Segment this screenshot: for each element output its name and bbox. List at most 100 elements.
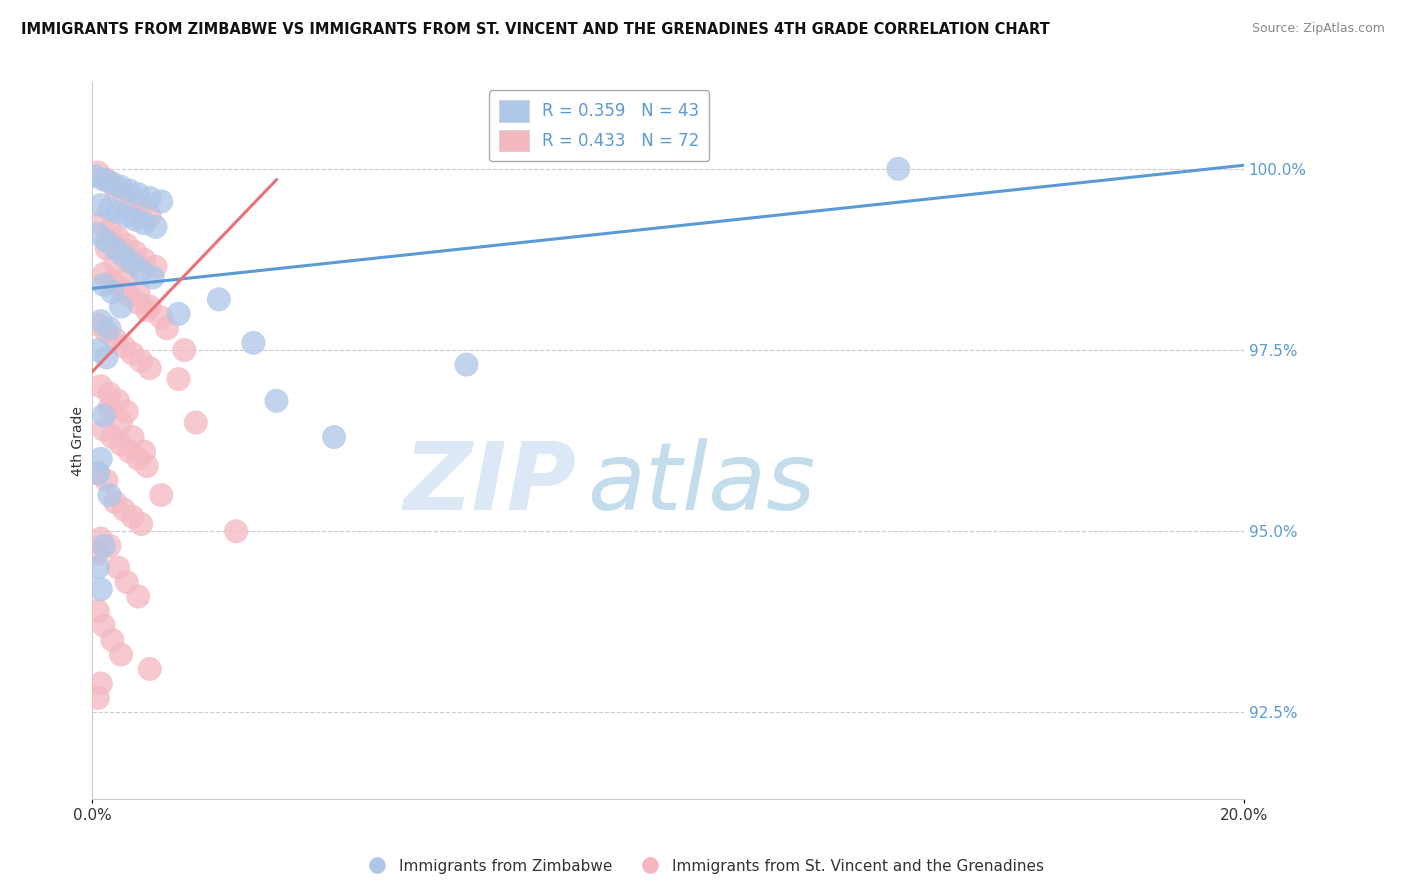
Point [127, 285, 149, 299]
Text: ZIP: ZIP [404, 438, 576, 530]
Point [115, 238, 138, 252]
Point [96, 325, 118, 339]
Point [139, 361, 162, 376]
Point [127, 187, 149, 202]
Point [96, 235, 118, 249]
Point [93, 277, 115, 292]
Point [115, 270, 138, 285]
Point [135, 303, 157, 318]
Point [110, 437, 132, 451]
Point [87, 318, 110, 332]
Point [208, 293, 231, 307]
Point [184, 416, 207, 430]
Point [96, 351, 118, 365]
Point [90, 532, 112, 546]
Point [121, 194, 143, 209]
Point [93, 618, 115, 632]
Point [115, 574, 138, 589]
Point [139, 300, 162, 314]
Point [156, 321, 179, 335]
Point [132, 216, 155, 230]
Legend: Immigrants from Zimbabwe, Immigrants from St. Vincent and the Grenadines: Immigrants from Zimbabwe, Immigrants fro… [356, 853, 1050, 880]
Point [101, 274, 124, 288]
Point [93, 539, 115, 553]
Point [98, 488, 121, 502]
Text: atlas: atlas [588, 438, 815, 529]
Point [93, 267, 115, 281]
Point [87, 467, 110, 481]
Point [121, 509, 143, 524]
Point [96, 242, 118, 256]
Point [98, 321, 121, 335]
Y-axis label: 4th Grade: 4th Grade [72, 406, 86, 475]
Point [139, 191, 162, 205]
Point [121, 430, 143, 444]
Point [150, 488, 173, 502]
Point [107, 393, 129, 408]
Point [104, 256, 127, 270]
Point [112, 249, 135, 263]
Point [87, 690, 110, 705]
Point [129, 202, 152, 216]
Point [104, 180, 127, 194]
Point [127, 590, 149, 604]
Text: IMMIGRANTS FROM ZIMBABWE VS IMMIGRANTS FROM ST. VINCENT AND THE GRENADINES 4TH G: IMMIGRANTS FROM ZIMBABWE VS IMMIGRANTS F… [21, 22, 1050, 37]
Point [129, 516, 152, 531]
Point [110, 180, 132, 194]
Point [266, 393, 288, 408]
Point [887, 161, 910, 176]
Point [145, 260, 167, 274]
Point [132, 252, 155, 267]
Point [90, 379, 112, 393]
Point [129, 354, 152, 368]
Point [115, 209, 138, 223]
Text: Source: ZipAtlas.com: Source: ZipAtlas.com [1251, 22, 1385, 36]
Point [87, 467, 110, 481]
Point [84, 169, 107, 183]
Point [225, 524, 247, 539]
Point [118, 444, 141, 458]
Point [127, 451, 149, 466]
Point [90, 314, 112, 328]
Point [87, 227, 110, 241]
Point [139, 662, 162, 676]
Point [150, 310, 173, 325]
Point [93, 173, 115, 187]
Point [129, 263, 152, 277]
Point [90, 198, 112, 212]
Point [118, 184, 141, 198]
Point [150, 194, 173, 209]
Point [135, 458, 157, 473]
Point [142, 270, 165, 285]
Point [96, 173, 118, 187]
Point [110, 648, 132, 662]
Point [90, 676, 112, 690]
Point [110, 281, 132, 295]
Point [90, 451, 112, 466]
Point [98, 386, 121, 401]
Point [456, 358, 478, 372]
Point [115, 405, 138, 419]
Point [121, 347, 143, 361]
Point [167, 372, 190, 386]
Point [145, 219, 167, 234]
Point [112, 339, 135, 353]
Point [96, 474, 118, 488]
Point [110, 416, 132, 430]
Point [98, 202, 121, 216]
Point [124, 212, 146, 227]
Point [242, 335, 264, 350]
Point [118, 289, 141, 303]
Point [107, 231, 129, 245]
Point [124, 245, 146, 260]
Point [112, 187, 135, 202]
Point [104, 495, 127, 509]
Point [323, 430, 346, 444]
Point [87, 546, 110, 560]
Point [98, 401, 121, 415]
Point [101, 430, 124, 444]
Point [107, 205, 129, 219]
Point [90, 216, 112, 230]
Legend: R = 0.359   N = 43, R = 0.433   N = 72: R = 0.359 N = 43, R = 0.433 N = 72 [489, 90, 709, 161]
Point [101, 285, 124, 299]
